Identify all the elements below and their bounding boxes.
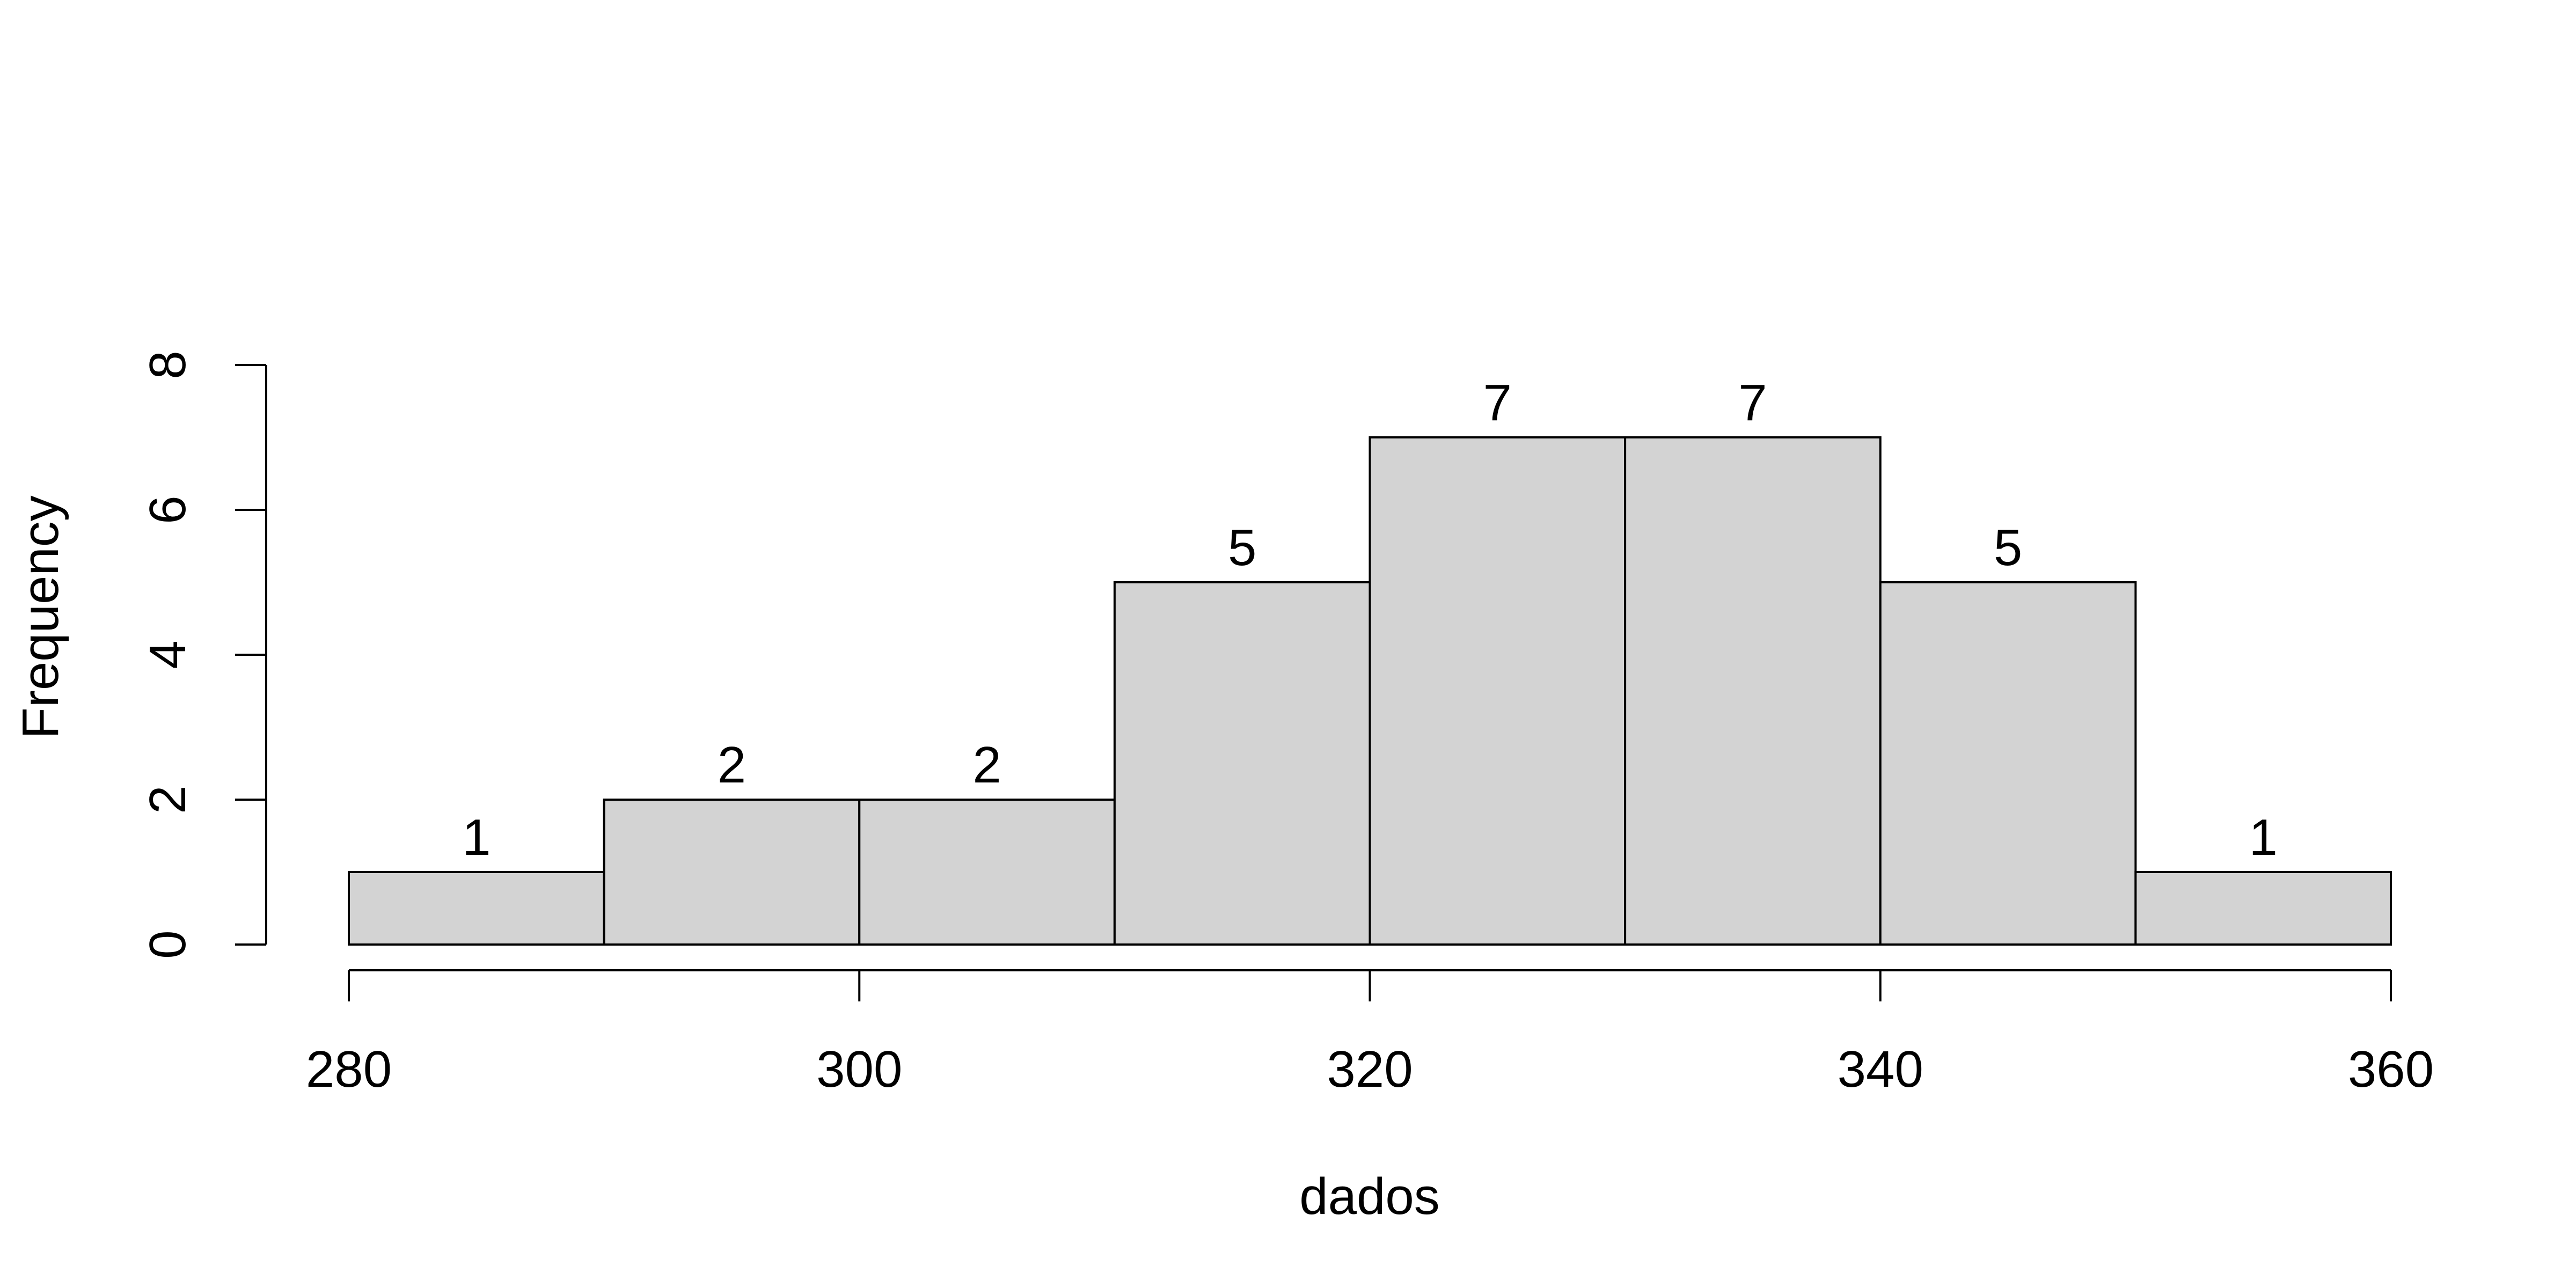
histogram-bar bbox=[348, 871, 605, 946]
y-axis: 0 2 4 6 8 bbox=[139, 350, 267, 959]
bar-count-label: 1 bbox=[462, 809, 491, 866]
y-tick-label: 4 bbox=[139, 640, 196, 669]
x-axis: 280 300 320 340 360 bbox=[306, 969, 2434, 1098]
count-labels-group: 1 2 2 5 7 7 5 1 bbox=[462, 374, 2278, 866]
x-tick-label: 280 bbox=[306, 1041, 392, 1098]
histogram-bar bbox=[1624, 436, 1882, 946]
histogram-bar bbox=[1113, 581, 1371, 946]
bar-count-label: 1 bbox=[2249, 809, 2277, 866]
x-tick-label: 360 bbox=[2348, 1041, 2434, 1098]
y-tick-label: 2 bbox=[139, 785, 196, 814]
histogram-bar bbox=[603, 799, 861, 946]
histogram-bar bbox=[858, 799, 1116, 946]
x-tick-label: 300 bbox=[816, 1041, 902, 1098]
bar-count-label: 7 bbox=[1483, 374, 1512, 431]
histogram-bar bbox=[1879, 581, 2137, 946]
histogram-bar bbox=[2134, 871, 2392, 946]
bar-count-label: 5 bbox=[1994, 519, 2022, 576]
x-tick-label: 320 bbox=[1327, 1041, 1413, 1098]
bars-group bbox=[348, 436, 2392, 946]
bar-count-label: 5 bbox=[1228, 519, 1256, 576]
y-tick-label: 8 bbox=[139, 350, 196, 379]
x-axis-title: dados bbox=[1299, 1168, 1440, 1225]
y-tick-label: 0 bbox=[139, 930, 196, 958]
x-tick-label: 340 bbox=[1838, 1041, 1923, 1098]
bar-count-label: 2 bbox=[972, 736, 1001, 794]
y-tick-label: 6 bbox=[139, 495, 196, 524]
bar-count-label: 2 bbox=[718, 736, 746, 794]
bar-count-label: 7 bbox=[1738, 374, 1767, 431]
histogram-bar bbox=[1368, 436, 1627, 946]
y-axis-title: Frequency bbox=[12, 495, 69, 739]
